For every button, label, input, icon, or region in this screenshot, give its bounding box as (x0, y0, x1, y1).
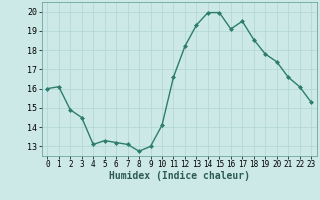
X-axis label: Humidex (Indice chaleur): Humidex (Indice chaleur) (109, 171, 250, 181)
